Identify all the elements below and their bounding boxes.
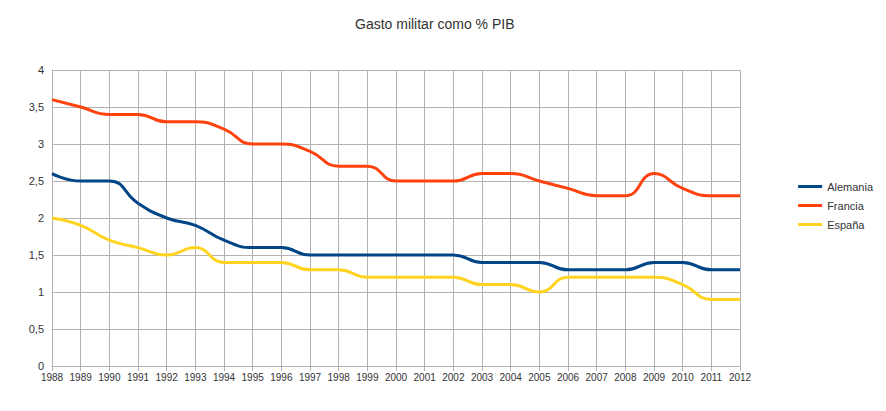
svg-text:1990: 1990 <box>98 372 121 383</box>
svg-text:1993: 1993 <box>184 372 207 383</box>
svg-text:2010: 2010 <box>672 372 695 383</box>
svg-text:2000: 2000 <box>385 372 408 383</box>
svg-text:2004: 2004 <box>500 372 523 383</box>
svg-text:1994: 1994 <box>213 372 236 383</box>
svg-text:2009: 2009 <box>643 372 666 383</box>
svg-text:2006: 2006 <box>557 372 580 383</box>
svg-text:Gasto militar como % PIB: Gasto militar como % PIB <box>355 16 515 32</box>
svg-text:1997: 1997 <box>299 372 322 383</box>
svg-text:0,5: 0,5 <box>29 323 44 335</box>
svg-text:2002: 2002 <box>442 372 465 383</box>
svg-text:2: 2 <box>38 212 44 224</box>
svg-text:Alemania: Alemania <box>827 181 874 193</box>
svg-text:2008: 2008 <box>614 372 637 383</box>
svg-text:3,5: 3,5 <box>29 101 44 113</box>
svg-text:2001: 2001 <box>414 372 437 383</box>
svg-text:España: España <box>827 219 865 231</box>
svg-text:1,5: 1,5 <box>29 249 44 261</box>
svg-text:Francia: Francia <box>827 200 865 212</box>
svg-text:2007: 2007 <box>586 372 609 383</box>
svg-text:1998: 1998 <box>328 372 351 383</box>
svg-text:1996: 1996 <box>270 372 293 383</box>
svg-text:1988: 1988 <box>41 372 64 383</box>
svg-text:1995: 1995 <box>242 372 265 383</box>
svg-text:1: 1 <box>38 286 44 298</box>
svg-text:3: 3 <box>38 138 44 150</box>
svg-text:2003: 2003 <box>471 372 494 383</box>
svg-text:1991: 1991 <box>127 372 150 383</box>
svg-text:1989: 1989 <box>70 372 93 383</box>
svg-text:1992: 1992 <box>156 372 179 383</box>
svg-text:1999: 1999 <box>356 372 379 383</box>
svg-text:0: 0 <box>38 360 44 372</box>
svg-text:2,5: 2,5 <box>29 175 44 187</box>
svg-text:2011: 2011 <box>701 372 723 383</box>
svg-text:2005: 2005 <box>528 372 551 383</box>
svg-text:4: 4 <box>38 64 44 76</box>
svg-text:2012: 2012 <box>729 372 752 383</box>
